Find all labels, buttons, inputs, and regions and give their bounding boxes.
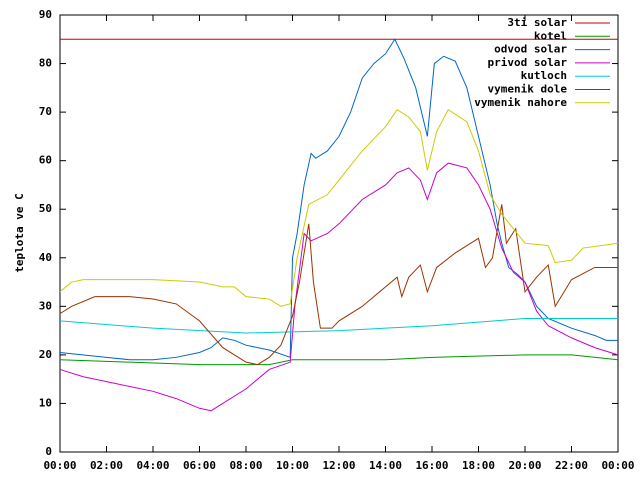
x-tick-label: 14:00 [369,459,402,472]
legend-label: odvod solar [494,43,567,56]
x-tick-label: 18:00 [462,459,495,472]
y-tick-label: 70 [39,105,52,118]
x-tick-label: 02:00 [90,459,123,472]
x-tick-label: 08:00 [229,459,262,472]
x-tick-label: 22:00 [555,459,588,472]
legend-label: privod solar [488,56,568,69]
series-line [59,38,618,361]
y-tick-label: 30 [39,299,52,312]
legend-label: kotel [534,29,567,42]
y-tick-label: 90 [39,8,52,21]
series-line [59,108,619,307]
y-tick-label: 0 [45,445,52,458]
x-tick-label: 04:00 [136,459,169,472]
x-tick-label: 06:00 [183,459,216,472]
legend-label: vymenik nahore [474,96,567,109]
x-tick-label: 00:00 [601,459,634,472]
series-line [59,204,618,366]
series-line [59,354,619,366]
y-tick-label: 40 [39,251,52,264]
x-tick-label: 00:00 [43,459,76,472]
y-axis-label: teplota ve C [13,193,26,272]
x-tick-label: 20:00 [508,459,541,472]
x-tick-label: 12:00 [322,459,355,472]
legend-label: kutloch [521,69,567,82]
x-tick-label: 16:00 [415,459,448,472]
y-tick-label: 20 [39,348,52,361]
y-tick-label: 50 [39,202,52,215]
series-line [59,162,619,412]
series-line [59,317,618,334]
y-tick-label: 80 [39,57,52,70]
y-tick-label: 10 [39,396,52,409]
legend-label: 3ti solar [507,16,567,29]
y-tick-label: 60 [39,154,52,167]
legend-label: vymenik dole [488,83,568,96]
x-tick-label: 10:00 [276,459,309,472]
